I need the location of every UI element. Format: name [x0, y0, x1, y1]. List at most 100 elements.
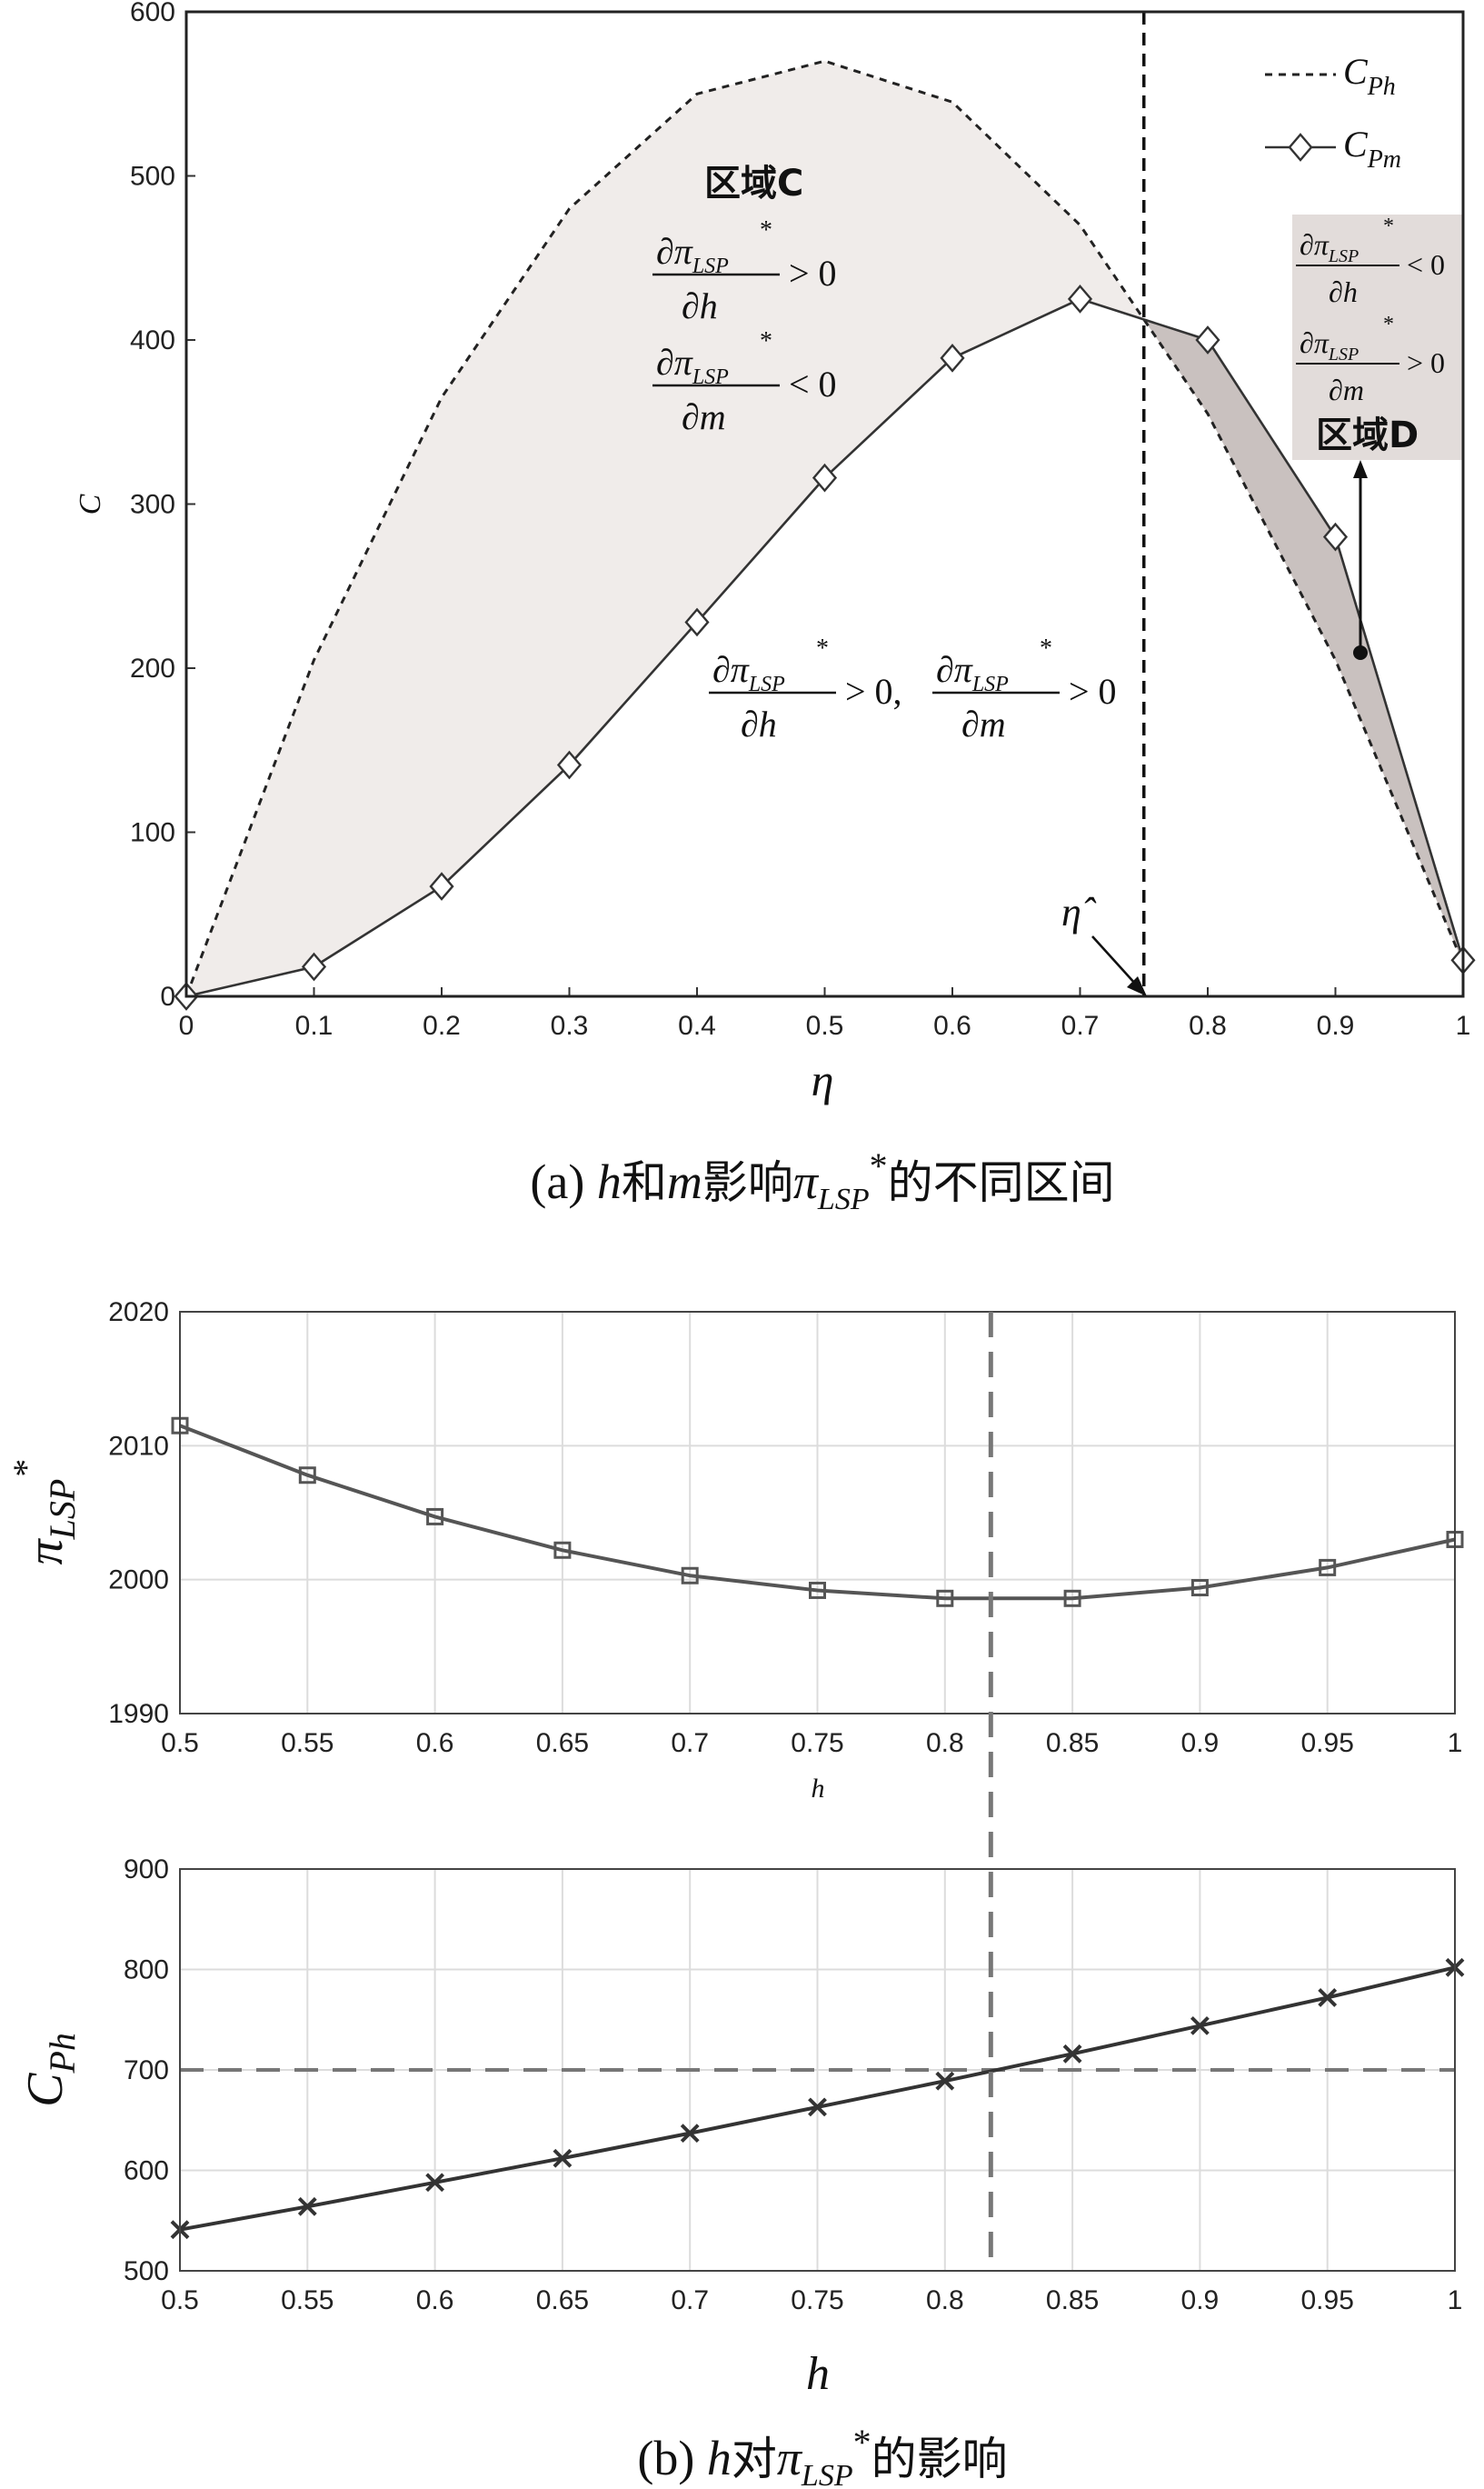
y-tick-label: 400: [130, 325, 175, 355]
x-tick-label: 0.5: [806, 1011, 844, 1041]
svg-text:*: *: [1040, 635, 1052, 663]
y-tick-label: 600: [130, 0, 175, 27]
chart-a-legend: CPh CPm: [1265, 51, 1401, 174]
x-tick-label: 0: [179, 1011, 194, 1041]
chart-b1-frame: [179, 1311, 1456, 1714]
x-marker: [935, 2071, 955, 2091]
x-tick-label: 0.6: [416, 2285, 454, 2315]
chart-a-region-d-box: [1292, 215, 1463, 460]
eta-hat-annotation: η̂: [1061, 890, 1147, 996]
chart-a: 0 100 200 300 400 500 600 0 0.1 0.2 0.3 0.4 0.5 0.6 0…: [74, 0, 1476, 1216]
svg-text:*: *: [816, 635, 829, 663]
x-tick-label: 0.85: [1046, 1728, 1099, 1758]
square-marker: [1063, 1589, 1081, 1607]
x-tick-label: 1: [1448, 2285, 1463, 2315]
svg-text:> 0: > 0: [1407, 346, 1445, 379]
legend-diamond-icon: [1288, 133, 1313, 162]
svg-text:∂h: ∂h: [682, 285, 718, 326]
y-tick-label: 1990: [108, 1699, 169, 1729]
x-tick-label: 0.8: [1189, 1011, 1227, 1041]
x-tick-label: 0.7: [671, 1728, 709, 1758]
region-both-formula: ∂πLSP * ∂h > 0, ∂πLSP * ∂m > 0: [709, 635, 1117, 745]
x-tick-label: 0.85: [1046, 2285, 1099, 2315]
y-tick-label: 200: [130, 654, 175, 684]
chart-b1-xlabel: h: [812, 1774, 825, 1804]
caption-a: (a) h和m影响πLSP*的不同区间: [530, 1145, 1114, 1216]
svg-text:∂h: ∂h: [741, 704, 777, 745]
square-marker: [1190, 1579, 1209, 1597]
y-tick-label: 300: [130, 490, 175, 520]
svg-text:*: *: [1383, 215, 1394, 238]
diamond-marker: [556, 750, 583, 780]
legend-cpm: CPm: [1343, 124, 1401, 174]
svg-text:∂πLSP: ∂πLSP: [712, 649, 785, 696]
svg-text:∂πLSP: ∂πLSP: [1300, 326, 1359, 365]
x-tick-label: 0.6: [416, 1728, 454, 1758]
x-tick-label: 0.55: [281, 2285, 334, 2315]
x-tick-label: 0.5: [161, 2285, 199, 2315]
x-tick-label: 0.5: [161, 1728, 199, 1758]
svg-text:∂m: ∂m: [961, 704, 1006, 745]
x-tick-label: 0.7: [671, 2285, 709, 2315]
chart-b1-ylabel: πLSP*: [5, 1461, 83, 1565]
x-marker: [1190, 2015, 1210, 2035]
square-marker: [681, 1566, 699, 1584]
svg-text:∂m: ∂m: [682, 396, 726, 437]
chart-a-frame: [184, 10, 1465, 998]
x-marker: [425, 2173, 445, 2193]
x-tick-label: 1: [1456, 1011, 1471, 1041]
x-marker: [680, 2124, 700, 2144]
region-c-dm-formula: ∂πLSP * ∂m < 0: [652, 327, 837, 437]
y-tick-label: 700: [124, 2055, 169, 2085]
pi-lsp-line: [179, 1424, 1456, 1601]
y-tick-label: 2000: [108, 1565, 169, 1595]
square-marker: [426, 1507, 444, 1525]
x-tick-label: 0.7: [1061, 1011, 1100, 1041]
x-marker: [1062, 2044, 1082, 2064]
square-marker: [1319, 1558, 1337, 1576]
x-tick-label: 0.75: [791, 2285, 843, 2315]
svg-text:∂h: ∂h: [1329, 275, 1358, 308]
x-tick-label: 0.3: [551, 1011, 589, 1041]
x-tick-label: 0.6: [933, 1011, 971, 1041]
x-marker: [1318, 1988, 1338, 2007]
region-c-dh-formula: ∂πLSP * ∂h > 0: [652, 216, 837, 326]
x-tick-label: 0.8: [926, 2285, 964, 2315]
svg-text:> 0: > 0: [789, 253, 837, 294]
x-tick-label: 0.1: [295, 1011, 334, 1041]
chart-b1: 1990 2000 2010 2020 0.5 0.55 0.6 0.65 0.7 0.75 0.…: [5, 1297, 1464, 1804]
y-tick-label: 500: [130, 162, 175, 192]
x-tick-label: 0.55: [281, 1728, 334, 1758]
square-marker: [936, 1589, 954, 1607]
region-d-arrow: [1353, 460, 1368, 660]
x-tick-label: 0.95: [1301, 1728, 1354, 1758]
x-marker: [808, 2097, 827, 2117]
svg-text:∂m: ∂m: [1329, 374, 1364, 406]
svg-text:*: *: [1383, 313, 1394, 336]
diamond-marker: [1195, 325, 1220, 355]
y-tick-label: 2020: [108, 1297, 169, 1327]
y-tick-label: 800: [124, 1955, 169, 1985]
x-tick-label: 0.9: [1181, 2285, 1220, 2315]
diamond-marker: [429, 872, 454, 901]
y-tick-label: 500: [124, 2256, 169, 2286]
region-c-fill: [186, 61, 1144, 996]
svg-text:< 0: < 0: [789, 364, 837, 405]
x-tick-label: 0.4: [678, 1011, 716, 1041]
svg-text:∂πLSP: ∂πLSP: [936, 649, 1009, 696]
diamond-marker: [301, 952, 327, 982]
y-tick-label: 900: [124, 1854, 169, 1884]
x-tick-label: 0.65: [536, 2285, 589, 2315]
x-tick-label: 0.65: [536, 1728, 589, 1758]
region-d-title: 区域D: [1316, 415, 1419, 456]
diamond-marker: [812, 463, 838, 493]
x-tick-label: 1: [1448, 1728, 1463, 1758]
chart-a-ylabel: C: [74, 494, 107, 515]
y-tick-label: 600: [124, 2156, 169, 2186]
diamond-marker: [684, 607, 710, 637]
legend-cph: CPh: [1343, 51, 1396, 101]
x-marker: [297, 2196, 317, 2216]
y-tick-label: 100: [130, 818, 175, 848]
y-tick-label: 0: [160, 982, 175, 1012]
chart-a-xlabel: η: [812, 1055, 834, 1105]
